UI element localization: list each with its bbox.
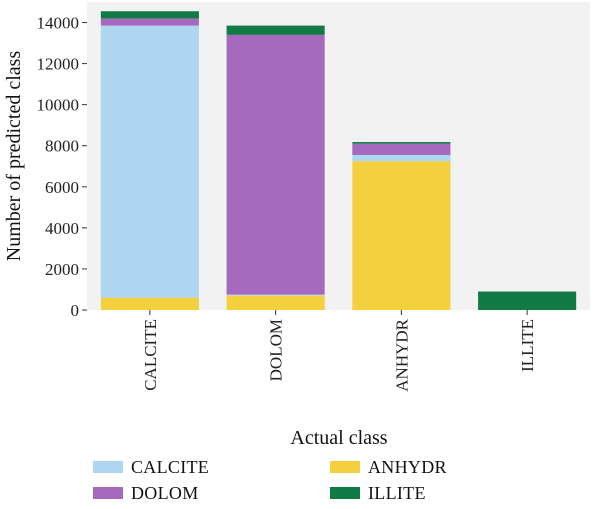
legend-label-illite: ILLITE — [368, 483, 426, 503]
y-tick-label: 0 — [71, 301, 80, 320]
bar-calcite-calcite — [100, 25, 199, 298]
y-tick-label: 12000 — [37, 55, 80, 74]
legend-label-dolom: DOLOM — [131, 483, 199, 503]
y-tick-label: 2000 — [45, 260, 79, 279]
x-tick-label: DOLOM — [267, 319, 286, 381]
bars-group — [100, 11, 577, 310]
y-axis-ticks: 0 2000 4000 6000 8000 10000 12000 14000 — [37, 14, 87, 320]
bar-dolom-calcite — [226, 294, 325, 296]
bar-calcite-illite — [100, 11, 199, 19]
bar-calcite-anhydr — [100, 297, 199, 310]
x-tick-label: ILLITE — [518, 319, 537, 372]
legend-label-anhydr: ANHYDR — [368, 457, 447, 477]
legend-swatch-dolom — [93, 487, 123, 499]
legend-swatch-anhydr — [330, 461, 360, 473]
legend: CALCITE ANHYDR DOLOM ILLITE — [93, 457, 447, 503]
bar-calcite-dolom — [100, 18, 199, 26]
y-axis-title: Number of predicted class — [3, 51, 25, 262]
bar-dolom-anhydr — [226, 295, 325, 310]
legend-swatch-calcite — [93, 461, 123, 473]
y-tick-label: 6000 — [45, 178, 79, 197]
bar-dolom-illite — [226, 25, 325, 35]
y-tick-label: 8000 — [45, 137, 79, 156]
bar-anhydr-calcite — [352, 154, 451, 162]
x-axis-title: Actual class — [290, 427, 387, 449]
y-tick-label: 10000 — [37, 96, 80, 115]
bar-illite-illite — [478, 291, 577, 310]
bar-anhydr-dolom — [352, 143, 451, 155]
bar-anhydr-anhydr — [352, 161, 451, 310]
legend-label-calcite: CALCITE — [131, 457, 209, 477]
y-tick-label: 14000 — [37, 14, 80, 33]
x-tick-label: CALCITE — [141, 319, 160, 391]
bar-anhydr-illite — [352, 142, 451, 144]
y-tick-label: 4000 — [45, 219, 79, 238]
bar-dolom-dolom — [226, 34, 325, 295]
legend-swatch-illite — [330, 487, 360, 499]
x-tick-label: ANHYDR — [392, 318, 411, 391]
x-axis-ticks: CALCITE DOLOM ANHYDR ILLITE — [141, 310, 537, 392]
